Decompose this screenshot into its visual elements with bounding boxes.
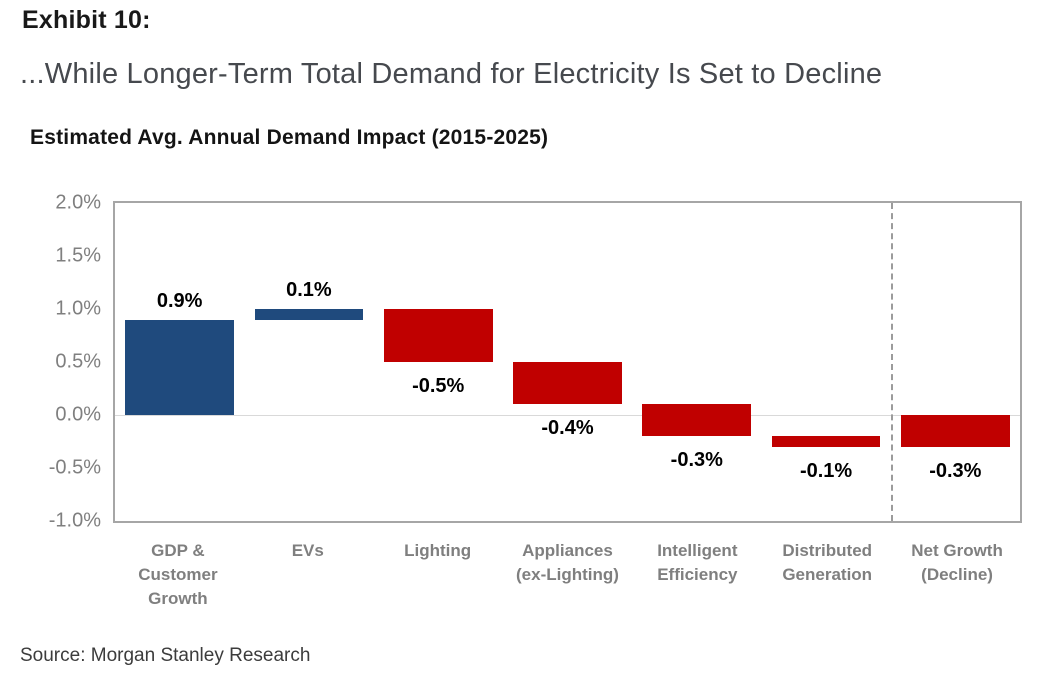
bar-intelligent-efficiency — [642, 404, 752, 437]
x-category-label-appliances-ex-lighting: Appliances (ex-Lighting) — [516, 541, 619, 584]
y-tick-label-2-0: 2.0% — [55, 191, 101, 214]
x-axis: GDP & Customer Growth EVs Lighting Applianc… — [113, 539, 1022, 624]
y-tick-label-1-5: 1.5% — [55, 244, 101, 267]
source-note: Source: Morgan Stanley Research — [20, 645, 311, 666]
bar-appliances-ex-lighting — [513, 362, 622, 405]
bar-distributed-generation — [771, 436, 881, 447]
value-label-intelligent-efficiency: -0.3% — [670, 449, 723, 472]
plot-area: 0.9% 0.1% -0.5% -0.4% -0.3% -0.1% -0.3% — [113, 201, 1022, 523]
y-tick-label-0-5: -0.5% — [48, 456, 101, 479]
value-label-distributed-generation: -0.1% — [799, 459, 853, 482]
net-separator-dashed-line — [890, 203, 893, 521]
x-category-label-intelligent-efficiency: Intelligent Efficiency — [657, 541, 738, 584]
value-label-net-growth-decline: -0.3% — [929, 459, 982, 482]
x-category-label-net-growth-decline: Net Growth (Decline) — [911, 541, 1003, 584]
value-label-evs: 0.1% — [286, 279, 332, 301]
bar-gdp-customer-growth — [125, 319, 234, 415]
value-label-lighting: -0.5% — [412, 375, 465, 397]
bar-lighting — [383, 309, 493, 362]
chart-title: Estimated Avg. Annual Demand Impact (201… — [30, 126, 549, 149]
y-tick-label-1-0: 1.0% — [55, 297, 101, 320]
y-tick-label-1-0: -1.0% — [48, 509, 101, 532]
y-axis: 2.0% 1.5% 1.0% 0.5% 0.0% -0.5% -1.0% — [0, 192, 101, 532]
exhibit-subtitle: ...While Longer-Term Total Demand for El… — [20, 58, 883, 90]
x-category-label-lighting: Lighting — [404, 541, 472, 560]
value-label-appliances-ex-lighting: -0.4% — [541, 417, 594, 440]
value-label-gdp-customer-growth: 0.9% — [156, 289, 203, 312]
zero-gridline — [115, 415, 1020, 416]
y-tick-label-0-5: 0.5% — [55, 350, 101, 373]
x-category-label-evs: EVs — [291, 541, 324, 560]
bar-evs — [254, 309, 364, 320]
x-category-label-distributed-generation: Distributed Generation — [782, 541, 873, 584]
y-tick-label-0-0: 0.0% — [55, 403, 101, 426]
x-category-label-gdp-customer-growth: GDP & Customer Growth — [138, 541, 218, 608]
exhibit-label: Exhibit 10: — [22, 6, 151, 34]
bar-net-growth-decline — [901, 415, 1010, 447]
